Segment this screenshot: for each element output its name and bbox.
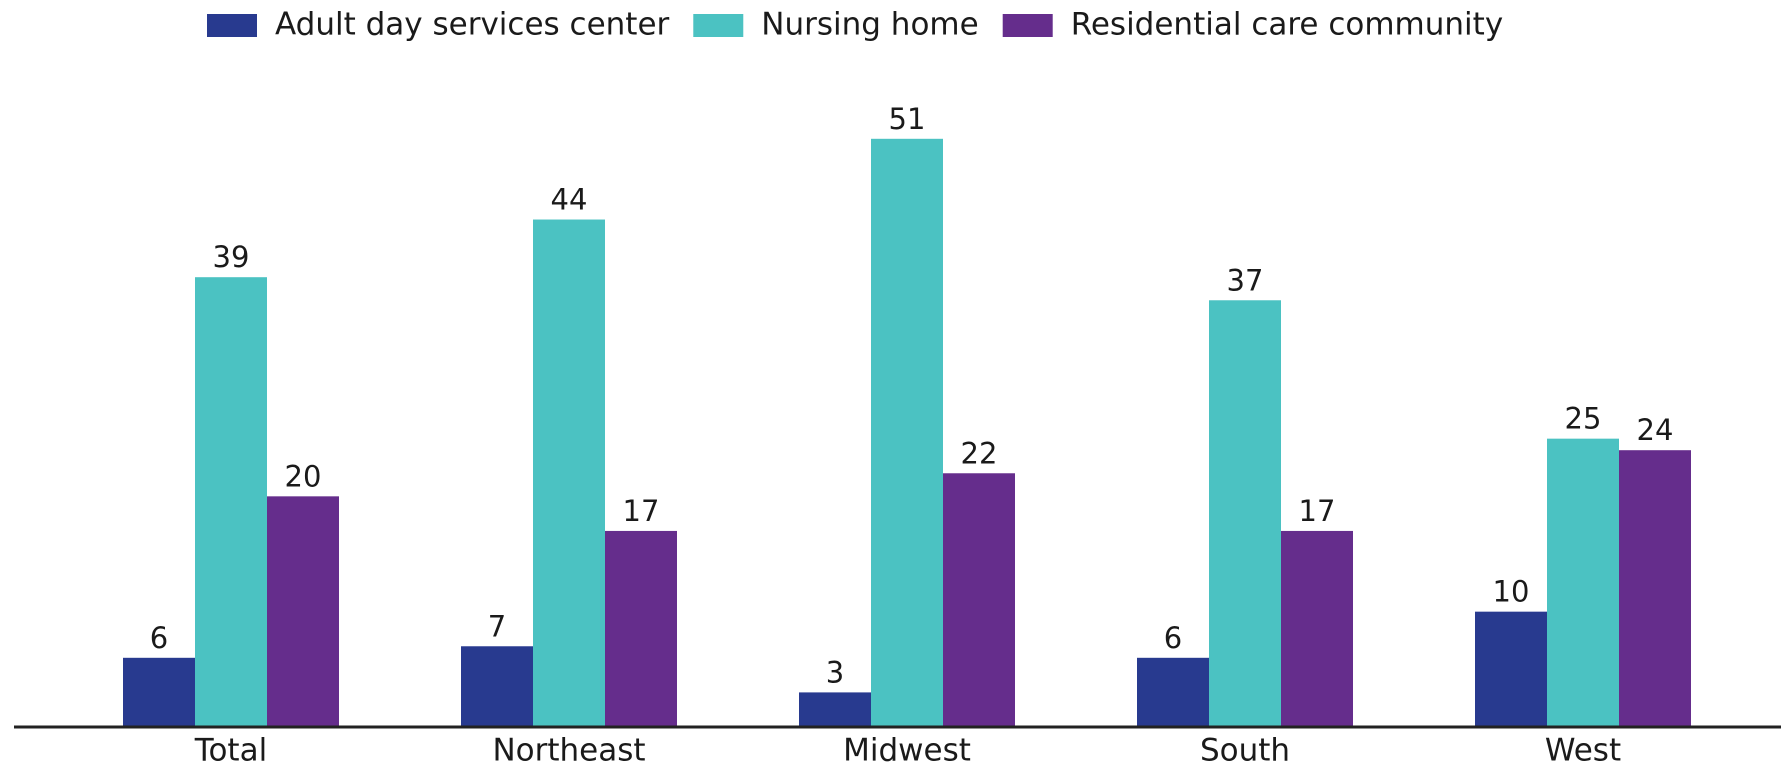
x-tick-label: Midwest — [843, 733, 971, 767]
bar — [123, 657, 195, 727]
bar — [195, 277, 267, 727]
legend-label: Nursing home — [761, 7, 978, 43]
value-label: 10 — [1493, 575, 1530, 609]
bar — [605, 530, 677, 727]
bar — [1137, 657, 1209, 727]
legend-swatch — [693, 14, 744, 37]
bar — [1619, 450, 1691, 727]
value-label: 39 — [213, 240, 250, 274]
legend-label: Residential care community — [1071, 7, 1503, 43]
value-label: 25 — [1565, 402, 1602, 436]
bar — [943, 473, 1015, 727]
bar — [1475, 611, 1547, 727]
legend-swatch — [207, 14, 257, 37]
bar — [871, 138, 943, 728]
value-label: 17 — [623, 494, 660, 528]
value-label: 44 — [551, 183, 588, 217]
legend-label: Adult day services center — [275, 7, 670, 43]
bar — [533, 219, 605, 728]
bar — [1547, 438, 1619, 727]
value-label: 24 — [1637, 413, 1674, 447]
legend-swatch — [1002, 14, 1053, 37]
value-label: 6 — [150, 621, 168, 655]
x-tick-label: Northeast — [492, 733, 645, 767]
bar — [1281, 530, 1353, 727]
value-label: 22 — [961, 436, 998, 470]
bar — [799, 692, 871, 727]
value-label: 6 — [1164, 621, 1182, 655]
value-label: 17 — [1299, 494, 1336, 528]
x-tick-label: Total — [194, 733, 267, 767]
x-tick-label: South — [1200, 733, 1290, 767]
bar — [267, 496, 339, 727]
value-label: 51 — [889, 102, 926, 136]
value-label: 3 — [826, 655, 844, 689]
bar — [461, 646, 533, 727]
bar — [1209, 300, 1281, 727]
value-label: 37 — [1227, 263, 1264, 297]
value-label: 7 — [488, 609, 506, 643]
value-label: 20 — [285, 459, 322, 493]
x-tick-label: West — [1545, 733, 1621, 767]
